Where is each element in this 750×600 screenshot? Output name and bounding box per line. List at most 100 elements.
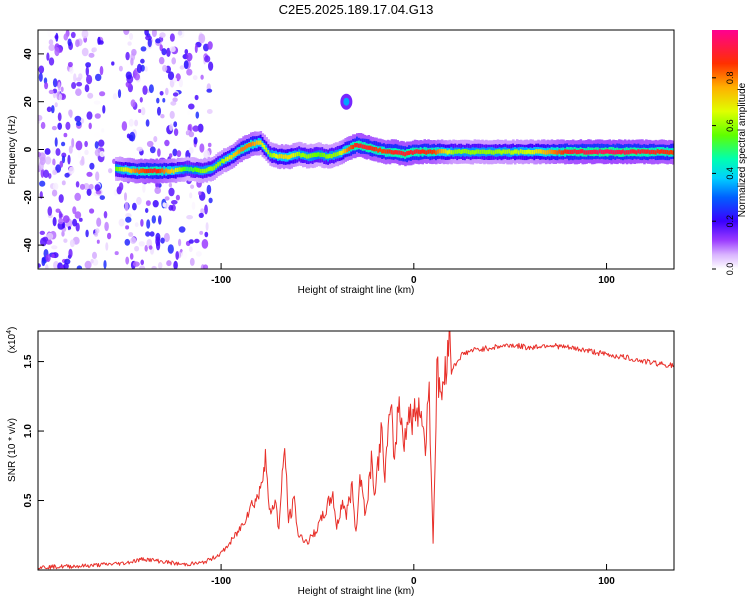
ridge-cell [654,150,658,155]
ridge-cell [616,149,619,155]
ridge-cell [251,141,255,146]
ridge-cell [344,148,347,154]
ridge-cell [413,149,417,154]
ridge-cell [194,167,197,172]
noise-speckle [192,75,198,81]
ridge-cell [664,149,667,155]
x-tick-label: -100 [211,576,231,587]
noise-speckle [136,196,142,205]
ridge-cell [132,168,135,173]
noise-speckle [136,146,143,152]
noise-speckle [99,195,106,201]
noise-speckle [52,78,58,88]
noise-speckle [58,194,64,203]
noise-speckle [63,238,68,243]
noise-speckle [199,230,204,235]
noise-speckle [125,212,132,219]
noise-speckle [58,211,63,220]
ridge-cell [523,150,527,155]
noise-speckle [186,68,193,76]
ridge-cell [269,152,272,157]
ridge-cell [149,168,153,173]
ridge-cell [458,149,461,154]
noise-speckle [111,61,115,66]
ridge-cell [460,149,463,154]
ridge-cell [546,150,550,155]
noise-speckle [206,88,213,93]
noise-speckle [173,128,179,137]
ridge-cell [354,143,357,148]
ridge-cell [608,149,611,155]
ridge-cell [539,149,542,154]
ridge-cell [552,150,556,155]
ridge-cell [596,150,600,155]
noise-speckle [151,215,156,224]
noise-speckle [108,168,113,174]
snr-y-label: SNR (10 * v/v) [7,418,18,482]
ridge-cell [250,142,253,147]
noise-speckle [195,111,200,119]
ridge-cell [485,150,488,155]
snr-frame [37,330,675,571]
noise-speckle [96,217,102,227]
ridge-cell [516,149,519,154]
noise-speckle [158,56,165,65]
ridge-cell [386,149,390,154]
ridge-cell [668,150,671,155]
noise-speckle [183,60,189,69]
ridge-cell [658,149,662,155]
ridge-cell [425,150,428,155]
ridge-cell [479,149,482,155]
ridge-cell [313,152,317,157]
figure-title: C2E5.2025.189.17.04.G13 [279,2,434,17]
ridge-cell [315,152,318,157]
ridge-cell [637,149,640,154]
noise-speckle [124,192,127,201]
noise-speckle [55,148,61,156]
noise-speckle [52,158,56,166]
noise-speckle [125,51,130,61]
ridge-cell [433,149,436,154]
noise-speckle [63,262,69,269]
ridge-cell [226,156,230,161]
ridge-cell [263,145,266,150]
noise-speckle [169,46,176,53]
ridge-cell [230,155,234,160]
noise-speckle [172,77,178,83]
ridge-cell [527,149,530,154]
noise-speckle [69,67,74,74]
ridge-cell [255,140,259,145]
noise-speckle [152,200,159,208]
ridge-cell [157,168,160,174]
noise-speckle [151,30,157,38]
ridge-cell [481,149,484,154]
noise-speckle [140,46,147,52]
ridge-cell [118,167,122,172]
ridge-cell [398,150,401,155]
y-tick-label: 40 [23,48,34,60]
ridge-cell [535,149,538,154]
noise-speckle [54,46,60,57]
noise-speckle [157,148,161,157]
y-tick-label: 0.5 [23,493,34,507]
snr-x-ticks: -100 0 100 [211,564,615,587]
ridge-cell [196,167,199,172]
y-tick-label: -20 [23,190,34,205]
ridge-cell [244,145,247,150]
ridge-cell [145,169,149,174]
noise-speckle [141,107,146,116]
ridge-cell [670,150,673,155]
noise-speckle [149,231,155,237]
noise-speckle [95,228,100,234]
noise-speckle [134,245,140,252]
ridge-cell [427,149,430,154]
noise-speckle [166,260,172,267]
ridge-cell [660,149,663,154]
noise-speckle [63,132,68,138]
ridge-cell [342,149,345,154]
snr-multiplier-base: (x10 [7,333,18,353]
ridge-cell [629,149,633,154]
noise-speckle [46,106,52,113]
noise-speckle [130,99,136,108]
